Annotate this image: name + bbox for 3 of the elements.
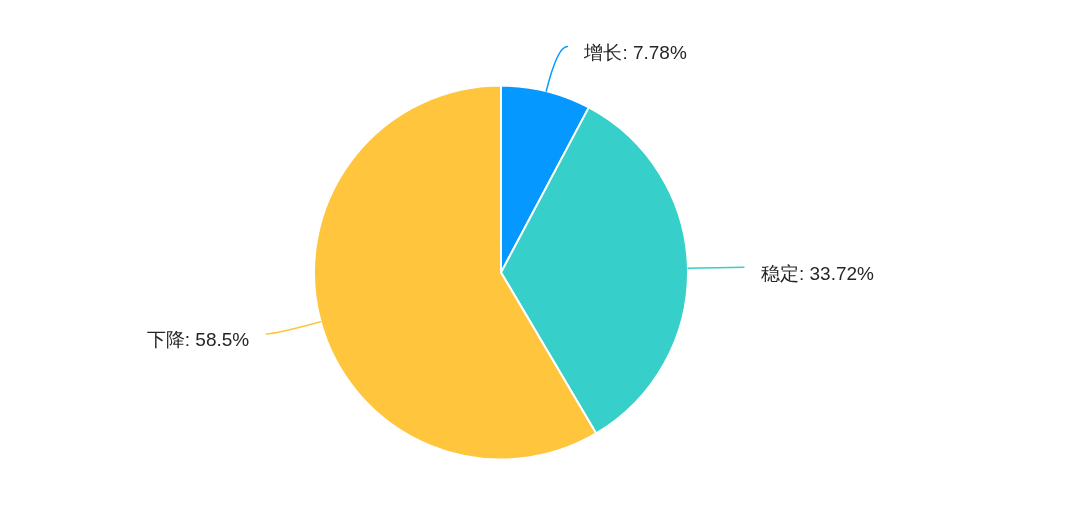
slice-label: 下降: 58.5% [146, 329, 250, 351]
slice-label: 增长: 7.78% [583, 41, 687, 63]
slice-label: 稳定: 33.72% [760, 262, 875, 284]
